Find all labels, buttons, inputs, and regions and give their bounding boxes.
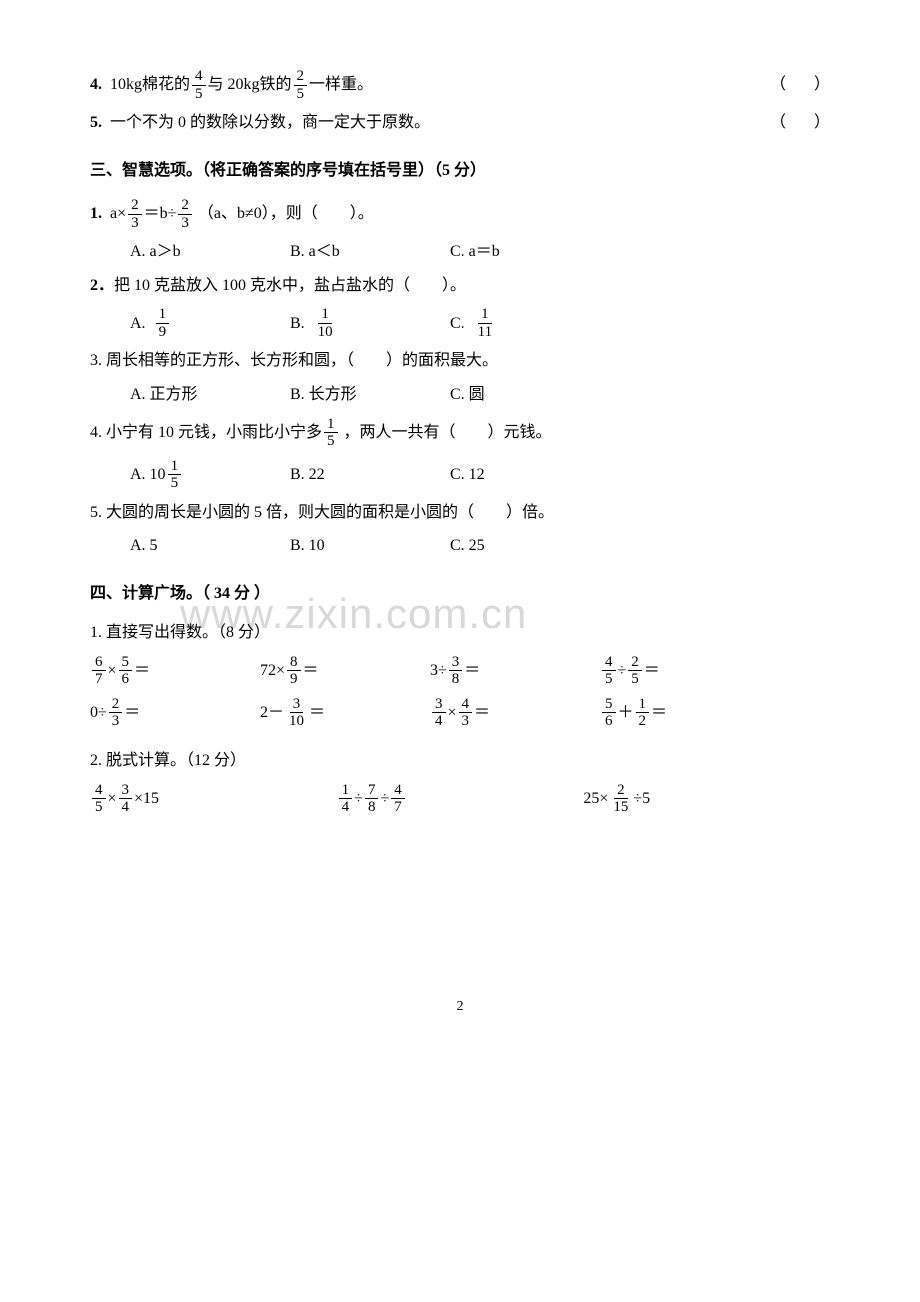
calc-r1-2: 72× 89 ＝	[260, 654, 430, 688]
q4-frac2: 25	[294, 68, 308, 102]
calc-row-1: 67 × 56 ＝ 72× 89 ＝ 3÷ 38 ＝ 45 ÷ 25 ＝	[90, 654, 830, 688]
s3q1-num: 1.	[90, 201, 102, 227]
s3q2-text: 把 10 克盐放入 100 克水中，盐占盐水的（ ）。	[114, 273, 466, 299]
s3-q1: 1. a× 23 ＝b÷ 23 （a、b≠0），则（ ）。	[90, 197, 830, 231]
s3q2-opt-a[interactable]: A. 19	[130, 306, 290, 340]
s3q5-opt-c[interactable]: C. 25	[450, 533, 610, 559]
s3q2-opt-b[interactable]: B. 110	[290, 306, 450, 340]
s3q4-b: ，两人一共有（ ）元钱。	[344, 420, 552, 446]
page-number: 2	[90, 996, 830, 1018]
q5-num: 5.	[90, 110, 102, 136]
s3q5-opt-b[interactable]: B. 10	[290, 533, 450, 559]
s3q1-opt-c[interactable]: C. a＝b	[450, 239, 610, 265]
s3-q4: 4. 小宁有 10 元钱，小雨比小宁多 15 ，两人一共有（ ）元钱。	[90, 416, 830, 450]
s3q1-frac1: 23	[128, 197, 142, 231]
s3q5-opt-a[interactable]: A. 5	[130, 533, 290, 559]
section-3-title: 三、智慧选项。（将正确答案的序号填在括号里）（5 分）	[90, 158, 830, 184]
s3-q5: 5. 大圆的周长是小圆的 5 倍，则大圆的面积是小圆的（ ）倍。	[90, 500, 830, 526]
s3q3-options: A. 正方形 B. 长方形 C. 圆	[130, 382, 830, 408]
expr-1: 45 × 34 ×15	[90, 782, 337, 816]
q4-text-b: 与 20kg铁的	[208, 72, 292, 98]
expr-row: 45 × 34 ×15 14 ÷ 78 ÷ 47 25× 215 ÷5	[90, 782, 830, 816]
page-content: 4. 10kg棉花的 45 与 20kg铁的 25 一样重。 （ ） 5. 一个…	[90, 68, 830, 1018]
s3q2-options: A. 19 B. 110 C. 111	[130, 306, 830, 340]
calc-r2-4: 56 ＋ 12 ＝	[600, 696, 770, 730]
q4-frac1: 45	[192, 68, 206, 102]
s3q1-opt-a[interactable]: A. a＞b	[130, 239, 290, 265]
q5-answer-paren[interactable]: （ ）	[770, 110, 830, 136]
s3q5-options: A. 5 B. 10 C. 25	[130, 533, 830, 559]
calc-r1-1: 67 × 56 ＝	[90, 654, 260, 688]
s3q2-num: 2．	[90, 273, 114, 299]
q4-num: 4.	[90, 72, 102, 98]
calc-row-2: 0÷ 23 ＝ 2－ 310 ＝ 34 × 43 ＝ 56 ＋ 12 ＝	[90, 696, 830, 730]
s3q1-frac2: 23	[178, 197, 192, 231]
s3q4-frac: 15	[324, 416, 338, 450]
s3q4-opt-a[interactable]: A. 1015	[130, 458, 290, 492]
s4-q1-title: 1. 直接写出得数。（8 分）	[90, 620, 830, 646]
s3q4-opt-b[interactable]: B. 22	[290, 458, 450, 492]
s3q3-opt-c[interactable]: C. 圆	[450, 382, 610, 408]
tf-q4: 4. 10kg棉花的 45 与 20kg铁的 25 一样重。 （ ）	[90, 68, 830, 102]
s4-q2-title: 2. 脱式计算。（12 分）	[90, 748, 830, 774]
expr-3: 25× 215 ÷5	[583, 782, 830, 816]
s3q4-a: 小宁有 10 元钱，小雨比小宁多	[106, 420, 322, 446]
calc-r1-3: 3÷ 38 ＝	[430, 654, 600, 688]
calc-r2-2: 2－ 310 ＝	[260, 696, 430, 730]
s3q4-num: 4.	[90, 420, 102, 446]
s3q1-opt-b[interactable]: B. a＜b	[290, 239, 450, 265]
expr-2: 14 ÷ 78 ÷ 47	[337, 782, 584, 816]
s3q5-text: 大圆的周长是小圆的 5 倍，则大圆的面积是小圆的（ ）倍。	[106, 500, 554, 526]
q4-text-c: 一样重。	[309, 72, 373, 98]
s3q1-b: ＝b÷	[144, 201, 177, 227]
section-4-title: 四、计算广场。（ 34 分 ）	[90, 581, 830, 607]
q4-text-a: 10kg棉花的	[110, 72, 190, 98]
calc-r1-4: 45 ÷ 25 ＝	[600, 654, 770, 688]
s3q1-options: A. a＞b B. a＜b C. a＝b	[130, 239, 830, 265]
s3q4-opt-c[interactable]: C. 12	[450, 458, 610, 492]
s3q5-num: 5.	[90, 500, 102, 526]
s3q1-c: （a、b≠0），则（ ）。	[198, 201, 374, 227]
tf-q5: 5. 一个不为 0 的数除以分数，商一定大于原数。 （ ）	[90, 110, 830, 136]
calc-r2-3: 34 × 43 ＝	[430, 696, 600, 730]
s3q3-opt-a[interactable]: A. 正方形	[130, 382, 290, 408]
calc-r2-1: 0÷ 23 ＝	[90, 696, 260, 730]
s3q1-a: a×	[110, 201, 126, 227]
s3q3-num: 3.	[90, 348, 102, 374]
q4-answer-paren[interactable]: （ ）	[770, 72, 830, 98]
s3q2-opt-c[interactable]: C. 111	[450, 306, 610, 340]
s3-q3: 3. 周长相等的正方形、长方形和圆，（ ）的面积最大。	[90, 348, 830, 374]
s3-q2: 2． 把 10 克盐放入 100 克水中，盐占盐水的（ ）。	[90, 273, 830, 299]
s3q3-opt-b[interactable]: B. 长方形	[290, 382, 450, 408]
q5-text: 一个不为 0 的数除以分数，商一定大于原数。	[110, 110, 430, 136]
s3q4-options: A. 1015 B. 22 C. 12	[130, 458, 830, 492]
s3q3-text: 周长相等的正方形、长方形和圆，（ ）的面积最大。	[106, 348, 498, 374]
